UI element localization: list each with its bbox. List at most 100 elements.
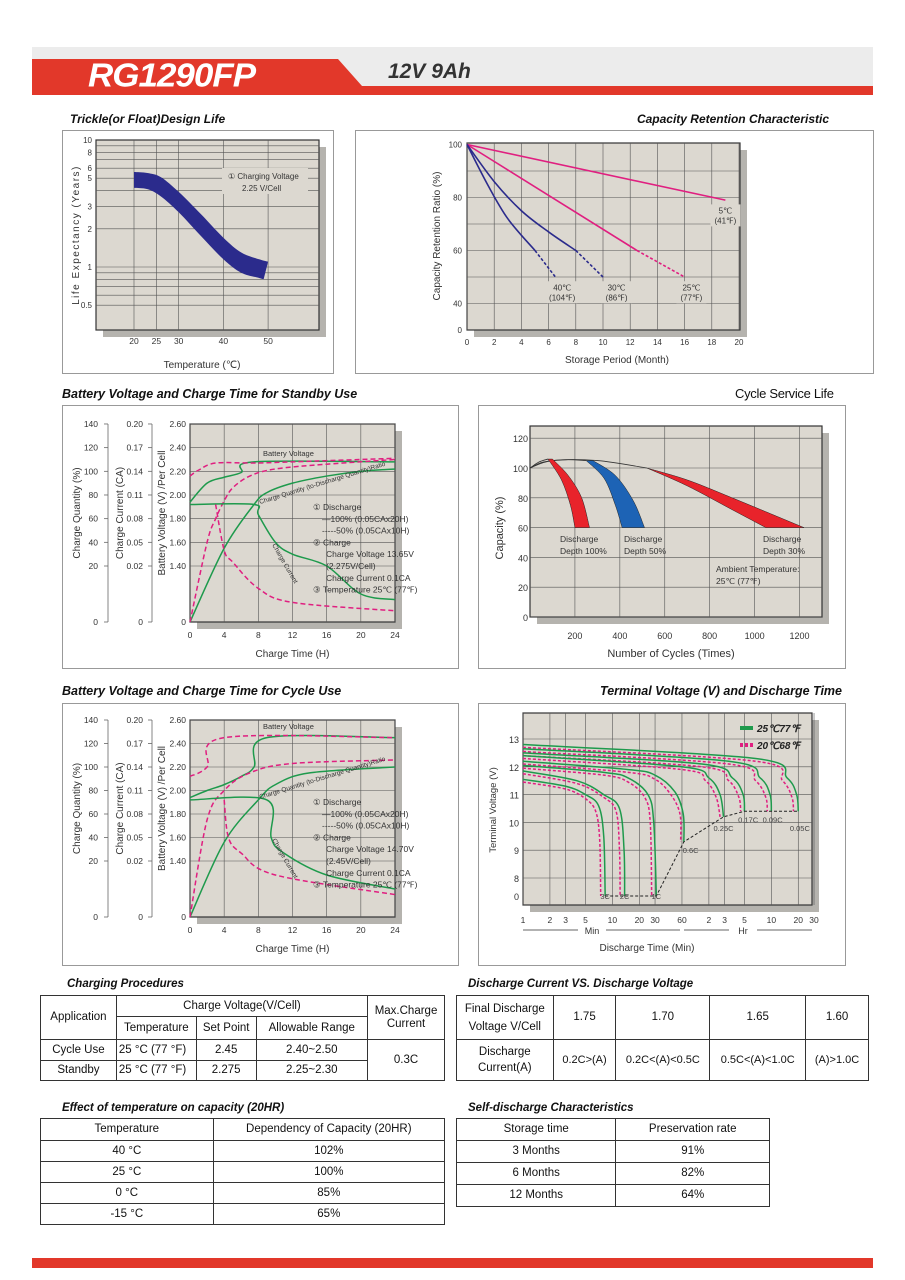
discharge-curve-20c xyxy=(522,781,602,897)
series-label-f: (77℉) xyxy=(680,293,702,302)
discharge-depth-label: Discharge xyxy=(560,534,599,544)
note-bg xyxy=(222,168,308,194)
y-tick-label: 0.5 xyxy=(81,301,93,310)
legend-note: ① Discharge xyxy=(313,797,362,807)
y-tick-label: 1.80 xyxy=(169,514,186,524)
x-tick-label: 10 xyxy=(608,915,618,925)
x-tick-label: 16 xyxy=(322,630,332,640)
time-unit-label: Hr xyxy=(738,926,748,936)
discharge-curve-20c xyxy=(522,763,682,842)
retention-line-extrapolated xyxy=(575,249,604,278)
legend-note: Charge Current 0.1CA xyxy=(326,868,411,878)
charge-quantity-axis-label: Charge Quantity (%) xyxy=(72,467,83,558)
y-tick-label: 0.20 xyxy=(126,715,143,725)
y-tick-label: 140 xyxy=(84,419,98,429)
x-tick-label: 1 xyxy=(521,915,526,925)
cycle-use-title: Battery Voltage and Charge Time for Cycl… xyxy=(62,684,342,698)
retention-line xyxy=(466,143,638,252)
legend-label: 25℃77℉ xyxy=(756,724,802,735)
label-bg xyxy=(578,923,606,935)
cell-set-point: 2.275 xyxy=(195,1060,257,1081)
y-tick-label: 10 xyxy=(83,136,92,145)
charge-quantity-axis-label: Charge Quantity (%) xyxy=(72,763,83,854)
cell-range: 2.25~2.30 xyxy=(255,1060,369,1081)
discharge-curve-25c xyxy=(522,760,685,842)
discharge-curve-20c xyxy=(522,746,795,812)
cell-application: Cycle Use xyxy=(40,1039,117,1061)
legend-note: ② Charge xyxy=(313,537,351,547)
x-tick-label: 20 xyxy=(356,630,366,640)
charging-voltage-value: 2.25 V/Cell xyxy=(242,184,281,193)
retention-line xyxy=(466,144,577,252)
y-tick-label: 2.00 xyxy=(169,786,186,796)
discharge-current-voltage-table: Final Discharge Voltage V/Cell 1.75 1.70… xyxy=(456,995,869,1081)
cell-storage-time: 3 Months xyxy=(455,1140,617,1163)
battery-voltage-label: Battery Voltage xyxy=(263,449,314,458)
cell-application: Standby xyxy=(40,1060,117,1081)
y-tick-label: 0 xyxy=(93,617,98,627)
discharge-curve-20c xyxy=(522,750,769,812)
y-tick-label: 100 xyxy=(513,464,528,474)
y-tick-label: 0 xyxy=(523,613,528,623)
charge-curve xyxy=(189,457,396,477)
cell-rate: 64% xyxy=(615,1184,770,1207)
x-tick-label: 4 xyxy=(519,338,524,347)
charge-curve xyxy=(214,504,396,612)
end-voltage-line xyxy=(605,810,799,897)
x-tick-label: 200 xyxy=(567,631,582,641)
self-discharge-table: Storage time Preservation rate 3 Months 91… xyxy=(455,1118,770,1207)
header-application: Application xyxy=(40,995,117,1040)
cell-current: 0.5C<(A)<1.0C xyxy=(709,1039,807,1081)
x-tick-label: 600 xyxy=(657,631,672,641)
table-row: 3 Months 91% xyxy=(455,1140,770,1163)
x-tick-label: 12 xyxy=(626,338,635,347)
charge-curve xyxy=(189,460,396,503)
y-axis-label: Terminal Voltage (V) xyxy=(488,767,499,853)
standby-charge-chart: 02040608010012014000.020.050.080.110.140… xyxy=(62,405,459,669)
battery-voltage-axis-label: Battery Voltage (V) /Per Cell xyxy=(157,746,168,871)
discharge-curve-25c xyxy=(522,754,725,817)
y-tick-label: 2 xyxy=(88,225,93,234)
rate-label: 3C xyxy=(600,892,610,901)
x-tick-label: 20 xyxy=(735,338,744,347)
discharge-curve-25c xyxy=(522,743,800,812)
y-tick-label: 13 xyxy=(509,735,519,745)
row-label-final-voltage: Final Discharge Voltage V/Cell xyxy=(456,995,554,1040)
cell-range: 2.40~2.50 xyxy=(255,1039,369,1061)
legend-note: —100% (0.05CAx20H) xyxy=(322,514,409,524)
y-tick-label: 0.17 xyxy=(126,443,143,453)
series-label: 25℃ xyxy=(682,283,700,292)
cell-temperature: 0 °C xyxy=(40,1182,214,1204)
y-tick-label: 1.80 xyxy=(169,809,186,819)
x-tick-label: 3 xyxy=(563,915,568,925)
y-tick-label: 2.60 xyxy=(169,715,186,725)
cell-current: (A)>1.0C xyxy=(805,1039,869,1081)
table-row: 12 Months 64% xyxy=(455,1184,770,1207)
rate-label: 0.6C xyxy=(683,846,699,855)
trickle-life-chart: 20 25 30 40 50 0.5 1 2 3 56 8 10 Temperature (℃) Life… xyxy=(62,130,334,374)
x-tick-label: 1000 xyxy=(745,631,765,641)
y-tick-label: 0.02 xyxy=(126,561,143,571)
x-tick-label: 5 xyxy=(742,915,747,925)
y-tick-label: 100 xyxy=(84,466,98,476)
series-label-f: (41℉) xyxy=(714,216,736,225)
y-tick-label: 0.08 xyxy=(126,514,143,524)
y-tick-label: 0 xyxy=(138,912,143,922)
label-bg xyxy=(601,281,632,304)
self-discharge-title: Self-discharge Characteristics xyxy=(468,1102,634,1114)
x-tick-label: 60 xyxy=(677,915,687,925)
y-tick-label: 0.11 xyxy=(127,786,143,796)
cell-capacity: 65% xyxy=(212,1203,446,1225)
y-tick-label: 80 xyxy=(89,786,99,796)
y-tick-label: 80 xyxy=(518,494,528,504)
legend-note: ② Charge xyxy=(313,832,351,842)
y-tick-label: 60 xyxy=(89,514,99,524)
cell-capacity: 100% xyxy=(212,1161,446,1183)
charge-curve xyxy=(189,796,396,890)
label-bg xyxy=(676,281,707,304)
charging-voltage-note: ① Charging Voltage xyxy=(228,172,299,181)
x-tick-label: 1200 xyxy=(790,631,810,641)
y-tick-label: 3 xyxy=(88,202,93,211)
terminal-title: Terminal Voltage (V) and Discharge Time xyxy=(600,684,842,698)
